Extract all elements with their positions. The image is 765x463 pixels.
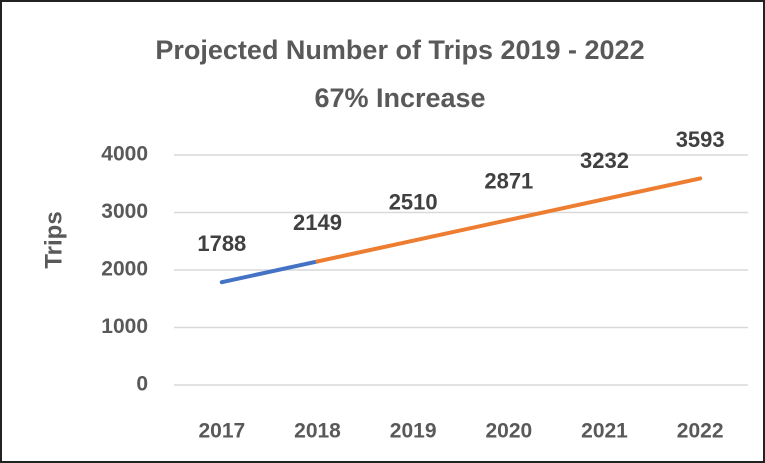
x-tick-label: 2017	[198, 420, 245, 443]
y-tick-label: 4000	[101, 143, 148, 166]
y-tick-label: 0	[136, 373, 148, 396]
x-tick-label: 2018	[294, 420, 341, 443]
data-label: 1788	[197, 231, 246, 256]
x-tick-label: 2020	[485, 420, 532, 443]
line-series	[219, 259, 320, 285]
chart-subtitle: 67% Increase	[314, 83, 485, 113]
x-tick-label: 2019	[390, 420, 437, 443]
data-label: 3232	[580, 148, 629, 173]
y-axis-label: Trips	[40, 211, 67, 268]
line-series	[315, 176, 703, 264]
y-tick-label: 3000	[101, 200, 148, 223]
data-label: 2871	[484, 169, 533, 194]
x-tick-label: 2022	[677, 420, 724, 443]
y-tick-label: 1000	[101, 315, 148, 338]
x-tick-label: 2021	[581, 420, 628, 443]
y-tick-label: 2000	[101, 258, 148, 281]
data-label: 3593	[676, 127, 725, 152]
chart-title: Projected Number of Trips 2019 - 2022	[155, 35, 644, 65]
data-label: 2149	[293, 210, 342, 235]
data-label: 2510	[389, 189, 438, 214]
